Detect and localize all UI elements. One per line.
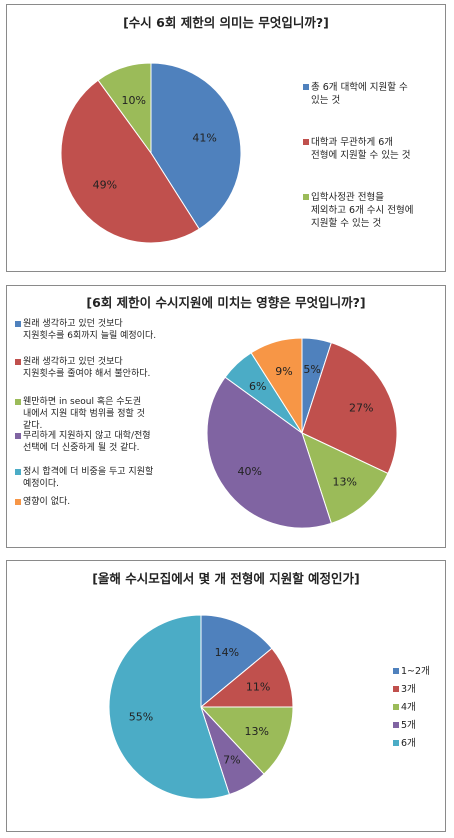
legend-swatch [303,84,309,90]
legend-item: 정시 합격에 더 비중을 두고 지원할 예정이다. [15,466,153,490]
legend-label: 4개 [401,702,416,713]
legend-swatch [393,722,399,728]
slice-percent-label: 9% [275,365,292,378]
pie-chart: 5% 27% 13% 40% 6% 9% [206,337,398,529]
slice-percent-label: 14% [215,646,239,659]
pie-slice [60,79,200,244]
pie-slice [199,706,294,775]
legend-label: 입학사정관 전형을 제외하고 6개 수시 전형에 지원할 수 있는 것 [311,192,414,229]
legend-swatch [393,704,399,710]
legend-label: 대학과 무관하게 6개 전형에 지원할 수 있는 것 [311,137,411,161]
pie-slice [301,432,389,524]
legend-item: 영향이 없다. [15,496,70,508]
slice-percent-label: 5% [303,363,320,376]
chart-title: [올해 수시모집에서 몇 개 전형에 지원할 예정인가] [92,571,360,586]
legend-label: 영향이 없다. [23,497,71,507]
pie-slice [206,376,332,529]
slice-percent-label: 40% [238,465,262,478]
pie-slice [108,614,231,800]
legend-swatch [393,740,399,746]
slice-percent-label: 49% [93,178,117,191]
legend-label: 웬만하면 in seoul 혹은 수도권 내에서 지원 대학 범위를 정할 것 … [23,397,145,431]
slice-percent-label: 6% [249,380,266,393]
pie-chart: 14% 11% 13% 7% 55% [108,614,294,800]
legend-item: 4개 [393,701,416,714]
pie-chart: 41% 49% 10% [60,62,242,244]
legend-item: 5개 [393,719,416,732]
legend-swatch [15,359,21,365]
legend-item: 6개 [393,737,416,750]
legend-item: 총 6개 대학에 지원할 수 있는 것 [303,81,408,107]
pie-slice [200,614,273,709]
chart-panel-2: [6회 제한이 수시지원에 미치는 영향은 무엇입니까?] 5% 27% 13% 40… [6,285,446,548]
legend-swatch [15,469,21,475]
legend-item: 무리하게 지원하지 않고 대학/전형 선택에 더 신중하게 될 것 같다. [15,430,151,454]
slice-percent-label: 10% [122,94,146,107]
pie-slice [301,342,398,475]
legend-swatch [303,194,309,200]
chart-title: [6회 제한이 수시지원에 미치는 영향은 무엇입니까?] [86,295,366,310]
legend-swatch [15,321,21,327]
slice-percent-label: 27% [349,401,373,414]
legend-swatch [393,668,399,674]
legend-item: 웬만하면 in seoul 혹은 수도권 내에서 지원 대학 범위를 정할 것 … [15,396,145,432]
legend-label: 정시 합격에 더 비중을 두고 지원할 예정이다. [23,467,154,489]
chart-title: [수시 6회 제한의 의미는 무엇입니까?] [123,15,329,30]
slice-percent-label: 11% [246,680,270,693]
legend-item: 3개 [393,683,416,696]
slice-percent-label: 41% [192,131,216,144]
legend-label: 1~2개 [401,666,430,677]
chart-panel-1: [수시 6회 제한의 의미는 무엇입니까?] 41% 49% 10% 총 6개 대학… [6,4,446,272]
slice-percent-label: 13% [332,475,356,488]
chart-panel-3: [올해 수시모집에서 몇 개 전형에 지원할 예정인가] 14% 11% 13% 7%… [6,560,446,832]
legend-swatch [15,499,21,505]
legend-label: 5개 [401,720,416,731]
legend-label: 총 6개 대학에 지원할 수 있는 것 [311,82,408,106]
legend-swatch [393,686,399,692]
legend-swatch [15,399,21,405]
slice-percent-label: 13% [244,725,268,738]
pie-slice [97,62,152,155]
legend-item: 대학과 무관하게 6개 전형에 지원할 수 있는 것 [303,136,410,162]
legend-item: 1~2개 [393,665,430,678]
legend-label: 원래 생각하고 있던 것보다 지원횟수를 줄여야 해서 불안하다. [23,357,151,379]
pie-slice [250,337,303,435]
pie-slice [150,62,242,230]
legend-item: 원래 생각하고 있던 것보다 지원횟수를 줄여야 해서 불안하다. [15,356,150,380]
legend-label: 무리하게 지원하지 않고 대학/전형 선택에 더 신중하게 될 것 같다. [23,431,151,453]
slice-percent-label: 7% [223,753,240,766]
legend-label: 3개 [401,684,416,695]
legend-swatch [15,433,21,439]
slice-percent-label: 55% [129,710,153,723]
legend-item: 입학사정관 전형을 제외하고 6개 수시 전형에 지원할 수 있는 것 [303,191,414,230]
legend-label: 6개 [401,738,416,749]
legend-label: 원래 생각하고 있던 것보다 지원횟수를 6회까지 늘릴 예정이다. [23,319,157,341]
legend-item: 원래 생각하고 있던 것보다 지원횟수를 6회까지 늘릴 예정이다. [15,318,156,342]
legend-swatch [303,139,309,145]
